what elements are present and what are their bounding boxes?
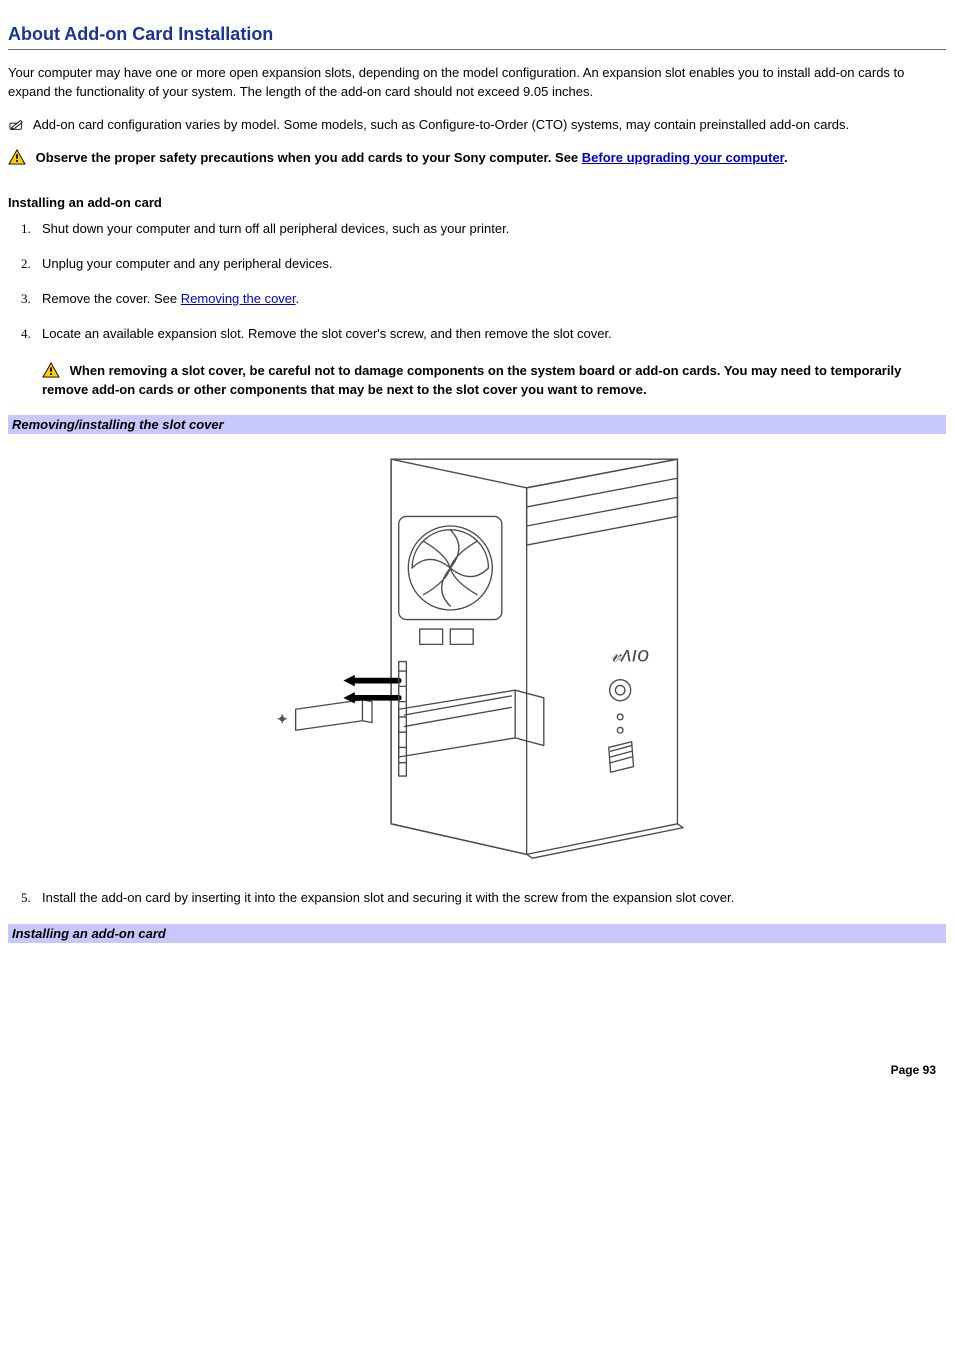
step-1-text: Shut down your computer and turn off all… bbox=[42, 220, 946, 239]
pencil-note-icon bbox=[8, 117, 26, 131]
step-2-text: Unplug your computer and any peripheral … bbox=[42, 255, 946, 274]
warning-text-prefix: Observe the proper safety precautions wh… bbox=[36, 150, 582, 165]
steps-list-continued: Install the add-on card by inserting it … bbox=[34, 889, 946, 908]
step-3: Remove the cover. See Removing the cover… bbox=[34, 290, 946, 309]
step-2: Unplug your computer and any peripheral … bbox=[34, 255, 946, 274]
step-4-warning-text: When removing a slot cover, be careful n… bbox=[42, 363, 901, 397]
step-4: Locate an available expansion slot. Remo… bbox=[34, 325, 946, 400]
page-footer: Page 93 bbox=[8, 1063, 946, 1077]
step-5: Install the add-on card by inserting it … bbox=[34, 889, 946, 908]
intro-paragraph: Your computer may have one or more open … bbox=[8, 64, 946, 102]
subheading-installing: Installing an add-on card bbox=[8, 195, 946, 210]
warning-text-suffix: . bbox=[784, 150, 788, 165]
warning-triangle-icon bbox=[8, 149, 26, 165]
step-3-suffix: . bbox=[296, 291, 300, 306]
warning-paragraph: Observe the proper safety precautions wh… bbox=[8, 149, 946, 168]
steps-list: Shut down your computer and turn off all… bbox=[34, 220, 946, 399]
warning-triangle-icon bbox=[42, 362, 60, 378]
step-3-prefix: Remove the cover. See bbox=[42, 291, 181, 306]
figure-slot-cover: 𝓋ᴧıo bbox=[8, 442, 946, 865]
note-text: Add-on card configuration varies by mode… bbox=[33, 117, 849, 132]
figure-caption-1: Removing/installing the slot cover bbox=[8, 415, 946, 434]
svg-text:𝓋ᴧıo: 𝓋ᴧıo bbox=[611, 644, 650, 667]
step-5-text: Install the add-on card by inserting it … bbox=[42, 889, 946, 908]
figure-caption-2: Installing an add-on card bbox=[8, 924, 946, 943]
step-4-warning: When removing a slot cover, be careful n… bbox=[42, 362, 946, 400]
link-before-upgrading[interactable]: Before upgrading your computer bbox=[582, 150, 784, 165]
page-title: About Add-on Card Installation bbox=[8, 24, 946, 50]
document-page: About Add-on Card Installation Your comp… bbox=[0, 0, 954, 1087]
step-4-text: Locate an available expansion slot. Remo… bbox=[42, 325, 946, 344]
note-paragraph: Add-on card configuration varies by mode… bbox=[8, 116, 946, 135]
step-1: Shut down your computer and turn off all… bbox=[34, 220, 946, 239]
step-3-text: Remove the cover. See Removing the cover… bbox=[42, 290, 946, 309]
link-removing-cover[interactable]: Removing the cover bbox=[181, 291, 296, 306]
